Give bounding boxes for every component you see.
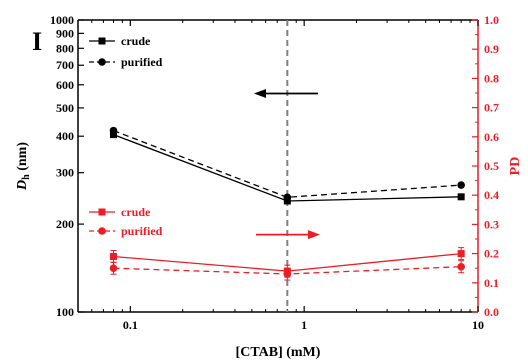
axis-arrow-left-head [254, 89, 266, 99]
data-point-left-0 [109, 131, 117, 139]
y-right-tick-label: 0.0 [484, 305, 499, 319]
y-left-tick-label: 100 [56, 305, 74, 319]
data-point-right-3 [109, 264, 118, 273]
legend-bottom-crude-label: crude [121, 205, 151, 219]
y-right-tick-label: 0.6 [484, 130, 499, 144]
data-point-left-0 [457, 193, 465, 201]
panel-label: I [32, 27, 42, 56]
y-right-axis-title: PD [508, 157, 523, 176]
data-point-right-3 [457, 262, 465, 271]
y-left-tick-label: 600 [56, 78, 74, 92]
y-right-tick-label: 0.2 [484, 247, 499, 261]
legend-top-purified-marker [98, 58, 106, 66]
y-right-tick-label: 0.3 [484, 217, 499, 231]
y-left-tick-label: 400 [56, 129, 74, 143]
y-left-tick-label: 800 [56, 41, 74, 55]
y-left-axis-title: Dh (nm) [15, 142, 32, 191]
data-point-right-3 [283, 270, 292, 278]
legend-bottom-purified-label: purified [121, 224, 163, 238]
legend-bottom-purified-marker [98, 227, 106, 235]
data-point-left-1 [457, 181, 465, 189]
y-left-tick-label: 500 [56, 101, 74, 115]
y-right-tick-label: 0.9 [484, 42, 499, 56]
legend-bottom-crude-marker [98, 208, 106, 216]
x-tick-label: 10 [472, 318, 484, 332]
y-right-tick-label: 0.4 [484, 188, 499, 202]
y-left-tick-label: 300 [56, 166, 74, 180]
x-axis-title: [CTAB] (mM) [236, 345, 321, 360]
y-right-tick-label: 0.8 [484, 71, 499, 85]
x-tick-label: 1 [301, 318, 307, 332]
data-point-right-2 [109, 253, 117, 261]
data-point-right-2 [457, 250, 465, 258]
y-right-tick-label: 0.5 [484, 159, 499, 173]
data-point-left-1 [109, 126, 118, 135]
x-tick-label: 0.1 [123, 318, 138, 332]
axis-arrow-right-head [308, 230, 320, 240]
y-right-tick-label: 0.7 [484, 101, 499, 115]
legend-top-crude-label: crude [121, 34, 151, 48]
y-left-tick-label: 1000 [50, 13, 74, 27]
y-right-tick-label: 1.0 [484, 13, 499, 27]
legend-top-purified-label: purified [121, 55, 163, 69]
y-left-tick-label: 900 [56, 26, 74, 40]
y-right-tick-label: 0.1 [484, 276, 499, 290]
legend-top-crude-marker [98, 37, 106, 45]
y-left-tick-label: 700 [56, 58, 74, 72]
data-point-left-1 [283, 193, 292, 202]
y-left-tick-label: 200 [56, 217, 74, 231]
series-line-left-1 [113, 129, 462, 198]
